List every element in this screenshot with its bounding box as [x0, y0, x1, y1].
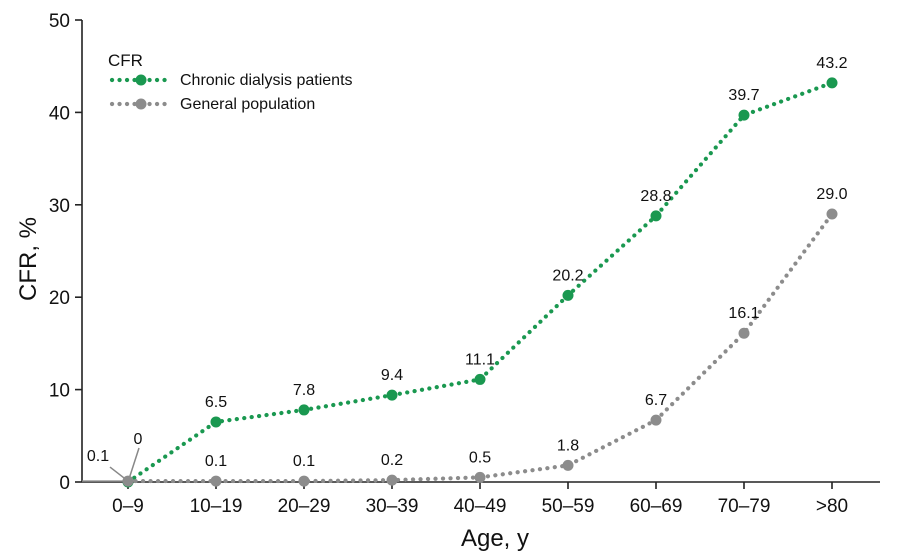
data-label: 9.4 — [381, 367, 403, 384]
data-label: 39.7 — [728, 87, 759, 104]
legend-swatch-marker — [135, 98, 147, 110]
x-tick-label: 30–39 — [366, 496, 419, 517]
x-tick-label: 40–49 — [454, 496, 507, 517]
data-label: 43.2 — [816, 55, 847, 72]
data-point — [562, 459, 574, 471]
data-label: 0.1 — [205, 453, 227, 470]
data-label: 0.2 — [381, 452, 403, 469]
data-label: 16.1 — [728, 305, 759, 322]
y-tick-label: 0 — [59, 473, 70, 494]
data-label: 1.8 — [557, 437, 579, 454]
data-point — [738, 327, 750, 339]
x-tick-label: 60–69 — [630, 496, 683, 517]
data-point — [826, 208, 838, 220]
x-tick-label: 20–29 — [278, 496, 331, 517]
data-point — [298, 475, 310, 487]
data-label: 20.2 — [552, 267, 583, 284]
legend: CFR Chronic dialysis patients General pop… — [108, 51, 353, 113]
y-tick-label: 50 — [49, 11, 70, 32]
data-point — [474, 373, 486, 385]
data-point — [738, 109, 750, 121]
data-label: 29.0 — [816, 186, 847, 203]
data-point — [122, 475, 134, 487]
data-point — [562, 289, 574, 301]
axes — [81, 20, 880, 483]
x-tick-label: >80 — [816, 496, 848, 517]
data-labels: 0 6.5 7.8 9.4 11.1 20.2 28.8 39.7 43.2 0.1 0.1 0.1 0… — [87, 55, 848, 470]
legend-entry: Chronic dialysis patients — [180, 72, 353, 89]
legend-entry: General population — [180, 96, 315, 113]
x-tick-label: 0–9 — [112, 496, 144, 517]
series-line-1 — [125, 211, 835, 484]
data-point — [474, 471, 486, 483]
series — [122, 77, 838, 488]
x-axis-ticks: 0–9 10–19 20–29 30–39 40–49 50–59 60–69 70–79 >8… — [112, 482, 848, 517]
data-label: 0.1 — [293, 453, 315, 470]
data-point — [210, 416, 222, 428]
data-point — [386, 474, 398, 486]
x-tick-label: 70–79 — [718, 496, 771, 517]
data-point — [650, 414, 662, 426]
x-tick-label: 10–19 — [190, 496, 243, 517]
data-label: 11.1 — [465, 351, 495, 368]
data-point — [650, 210, 662, 222]
data-point — [298, 404, 310, 416]
data-label: 28.8 — [640, 188, 671, 205]
y-tick-label: 20 — [49, 288, 70, 309]
data-label: 6.5 — [205, 394, 227, 411]
y-axis-title: CFR, % — [15, 217, 42, 301]
data-label: 0 — [134, 431, 143, 448]
data-label: 6.7 — [645, 392, 667, 409]
y-tick-label: 10 — [49, 381, 70, 402]
y-tick-label: 40 — [49, 103, 70, 124]
y-tick-label: 30 — [49, 196, 70, 217]
data-point — [386, 389, 398, 401]
y-axis-ticks: 0 10 20 30 40 50 — [49, 11, 82, 494]
data-label: 0.5 — [469, 449, 491, 466]
legend-title: CFR — [108, 51, 143, 70]
x-axis-title: Age, y — [461, 525, 529, 552]
x-tick-label: 50–59 — [542, 496, 595, 517]
legend-swatch-marker — [135, 74, 147, 86]
data-point — [826, 77, 838, 89]
series-line-0 — [125, 80, 835, 485]
data-point — [210, 475, 222, 487]
data-label: 0.1 — [87, 448, 109, 465]
data-label: 7.8 — [293, 382, 315, 399]
